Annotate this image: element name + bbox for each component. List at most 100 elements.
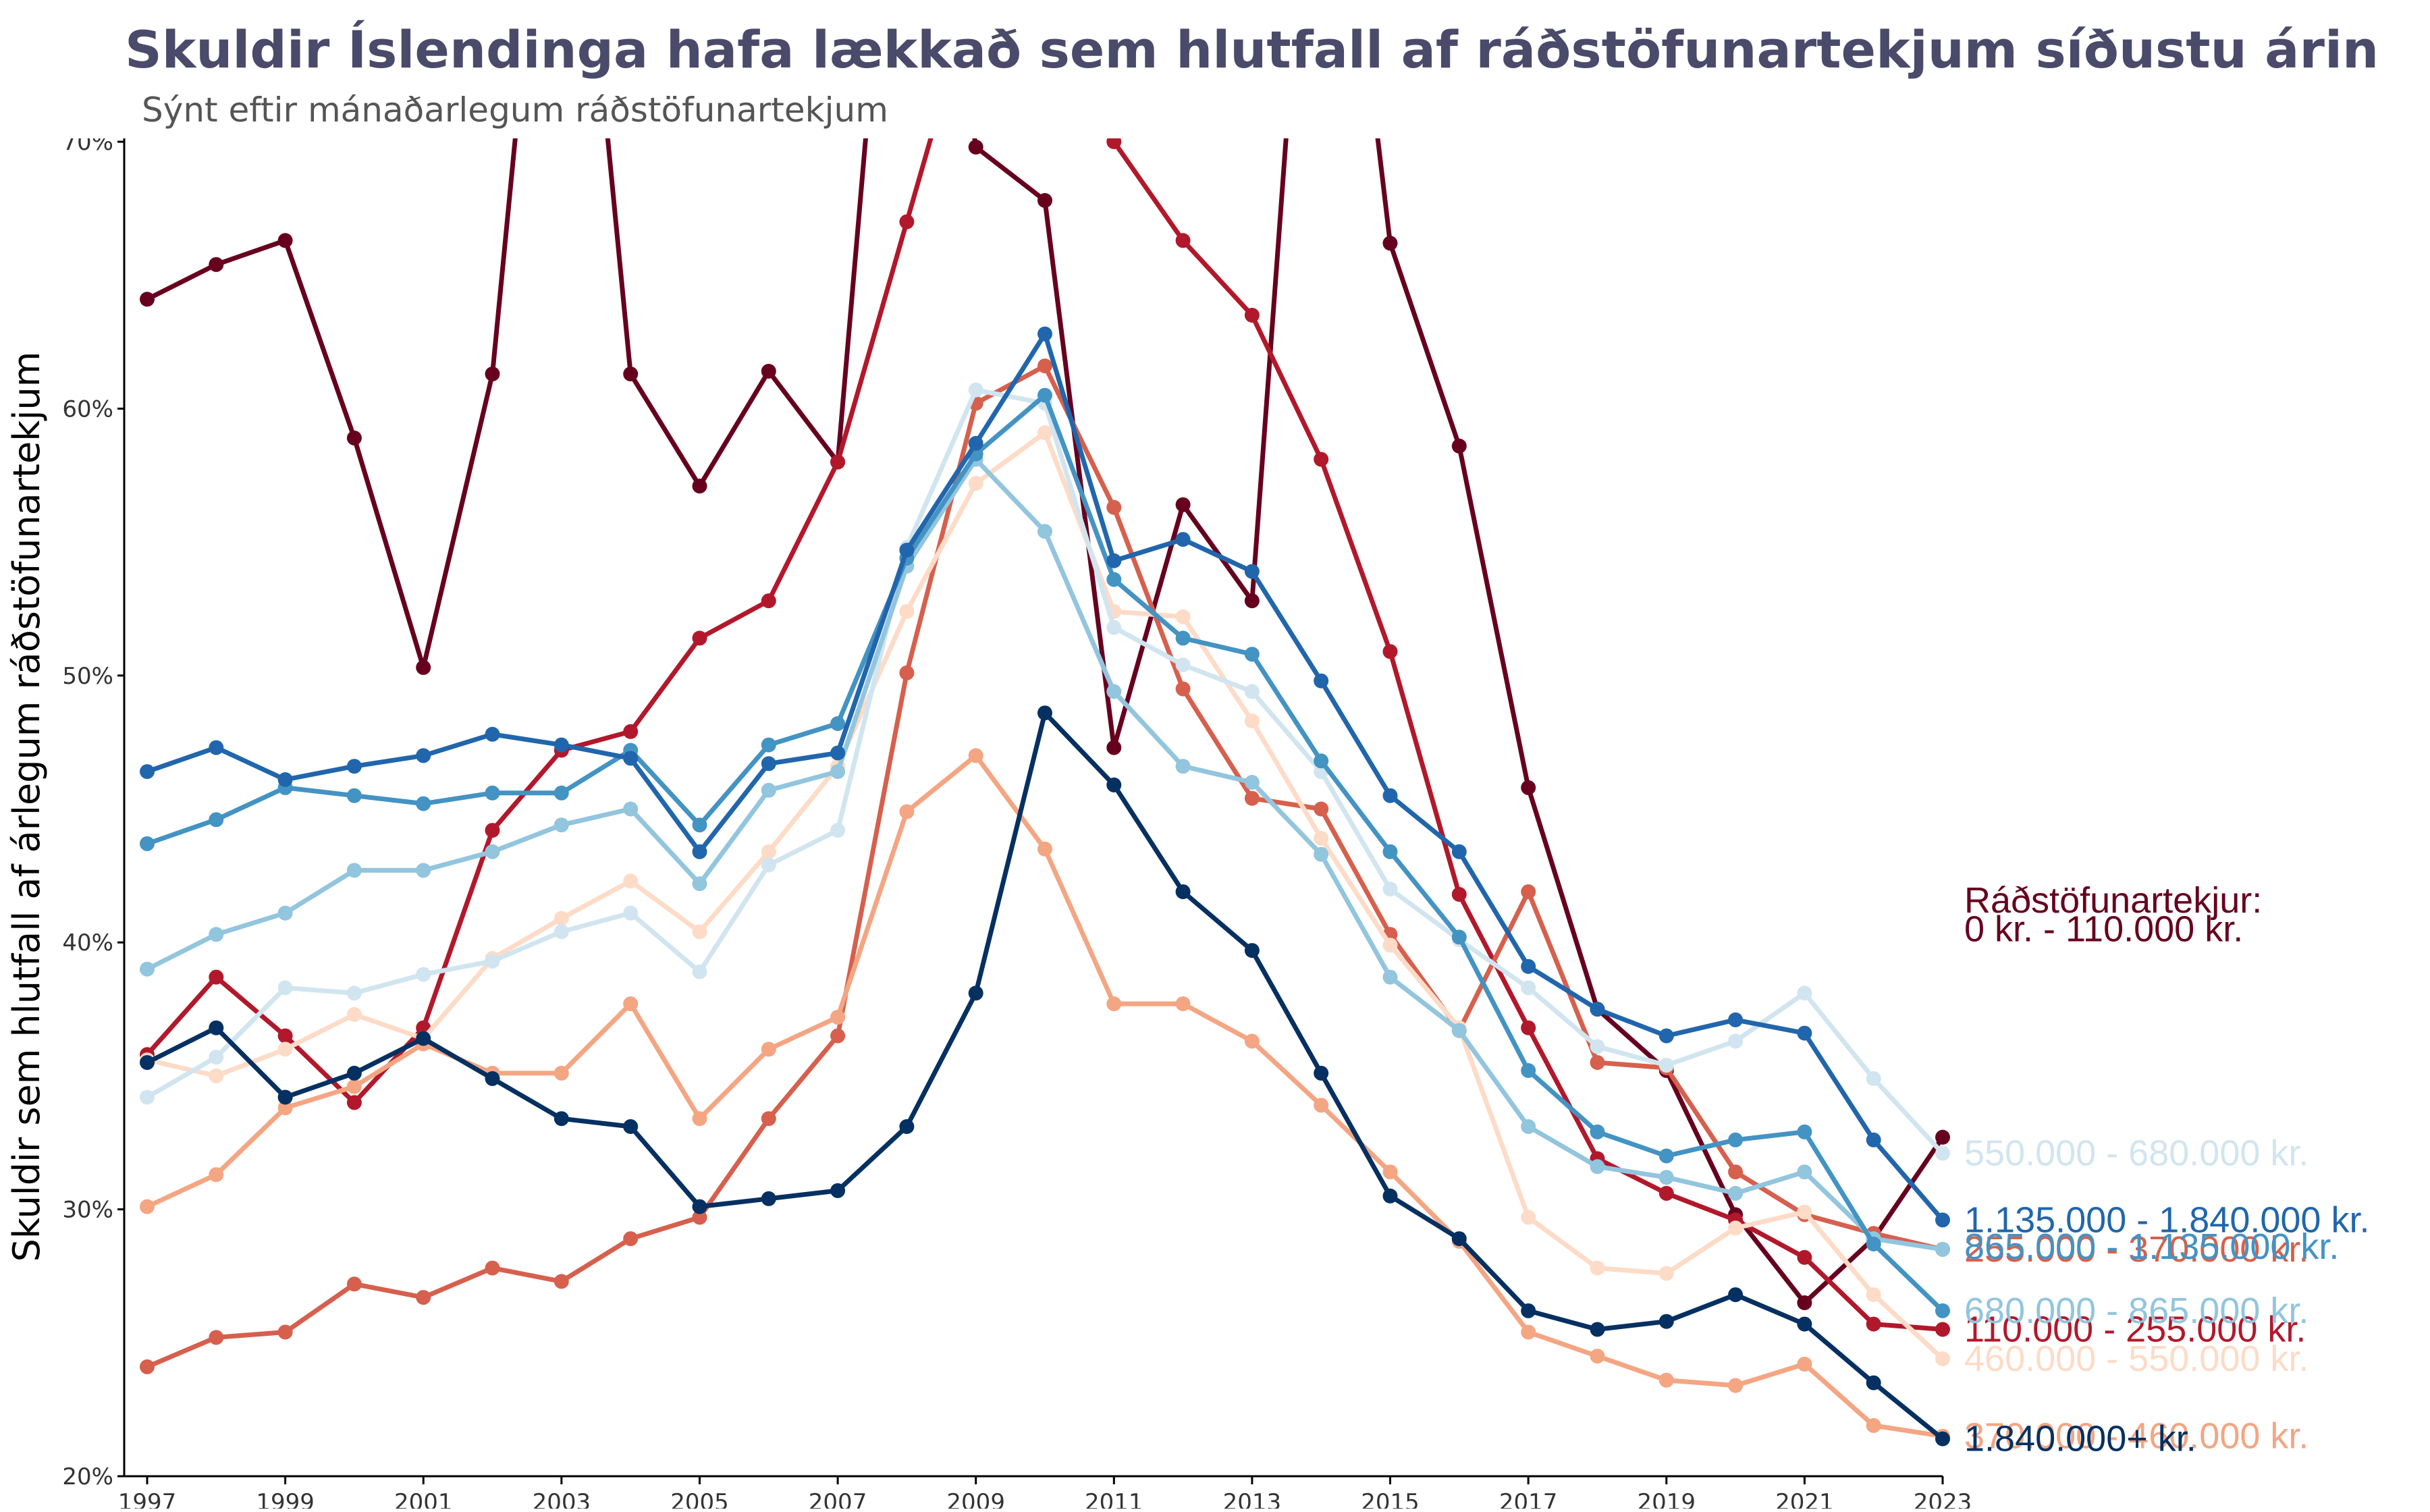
data-point [554,817,569,833]
data-point [485,785,500,801]
data-point [1728,1220,1744,1236]
data-point [346,759,362,774]
data-point [209,1167,224,1183]
data-point [140,764,155,780]
data-point [1106,684,1122,699]
data-point [623,1231,639,1247]
data-point [140,1199,155,1214]
data-point [761,593,776,609]
data-point [830,1009,846,1025]
x-tick-label: 2017 [1499,1489,1558,1509]
data-point [1244,684,1260,699]
series-7 [140,387,1950,1318]
data-point [1521,1063,1536,1078]
header-backdrop [0,0,2430,138]
data-point [1244,1033,1260,1049]
data-point [1728,1132,1744,1148]
data-point [1106,996,1122,1012]
data-point [1382,788,1398,803]
data-point [1106,500,1122,515]
data-point [277,905,293,921]
x-tick-label: 2023 [1914,1489,1972,1509]
data-point [1451,1023,1467,1038]
data-point [209,927,224,942]
data-point [1244,647,1260,662]
data-point [1728,1033,1744,1049]
data-point [1314,1098,1329,1113]
data-point [1797,1204,1812,1220]
data-point [1521,959,1536,974]
data-point [1590,1159,1605,1174]
data-point [623,1119,639,1134]
data-point [1797,1249,1812,1265]
data-point [1175,532,1191,547]
data-point [761,737,776,753]
data-point [623,873,639,889]
data-point [140,961,155,977]
data-point [968,139,983,155]
y-tick-label: 20% [62,1463,113,1490]
data-point [899,804,915,819]
data-point [1175,497,1191,512]
data-point [1728,1164,1744,1180]
data-point [899,665,915,680]
data-point [485,726,500,742]
data-point [1658,1028,1674,1044]
series-end-label: 865.000 - 1.135.000 kr. [1964,1226,2339,1267]
data-point [416,1031,431,1046]
series-line [146,430,1945,1361]
data-point [1590,1260,1605,1276]
y-tick-label: 60% [62,396,113,423]
data-point [692,876,707,892]
chart-title: Skuldir Íslendinga hafa lækkað sem hlutf… [125,20,2379,80]
data-point [346,788,362,803]
data-point [346,1095,362,1110]
data-point [140,292,155,307]
series-0 [140,138,1950,1310]
x-tick-label: 1997 [118,1489,177,1509]
data-point [1037,425,1052,440]
data-point [209,256,224,272]
data-point [277,1042,293,1057]
series-line [146,363,1943,1370]
data-point [692,924,707,940]
series-end-label: 1.135.000 - 1.840.000 kr. [1964,1199,2369,1240]
x-tick-label: 2015 [1361,1489,1420,1509]
data-point [692,630,707,646]
data-point [1106,777,1122,792]
y-tick-label: 50% [62,663,113,690]
data-point [277,233,293,248]
data-point [346,863,362,878]
data-point [277,980,293,996]
data-point [209,969,224,985]
data-point [761,364,776,379]
data-point [1106,740,1122,755]
data-point [692,844,707,859]
data-point [346,986,362,1001]
data-point [1244,943,1260,959]
data-point [1866,1375,1881,1390]
data-point [968,382,983,398]
data-point [761,1042,776,1057]
data-point [1382,236,1398,251]
series-end-label: 255.000 - 370.000 kr. [1964,1229,2308,1270]
series-end-label: 550.000 - 680.000 kr. [1964,1133,2308,1174]
x-tick-label: 2005 [670,1489,729,1509]
data-point [1382,644,1398,659]
data-point [1590,1039,1605,1054]
data-point [209,740,224,755]
data-point [1037,705,1052,721]
data-point [1382,1188,1398,1204]
x-tick-label: 2009 [946,1489,1005,1509]
data-point [1797,1295,1812,1310]
x-tick-label: 2013 [1223,1489,1282,1509]
data-point [1658,1148,1674,1164]
series-line [145,138,1943,1332]
data-point [623,905,639,921]
data-point [1728,1287,1744,1303]
series-end-label: 1.840.000+ kr. [1964,1419,2196,1459]
data-point [830,764,846,780]
data-point [1521,1210,1536,1225]
data-point [1106,572,1122,587]
